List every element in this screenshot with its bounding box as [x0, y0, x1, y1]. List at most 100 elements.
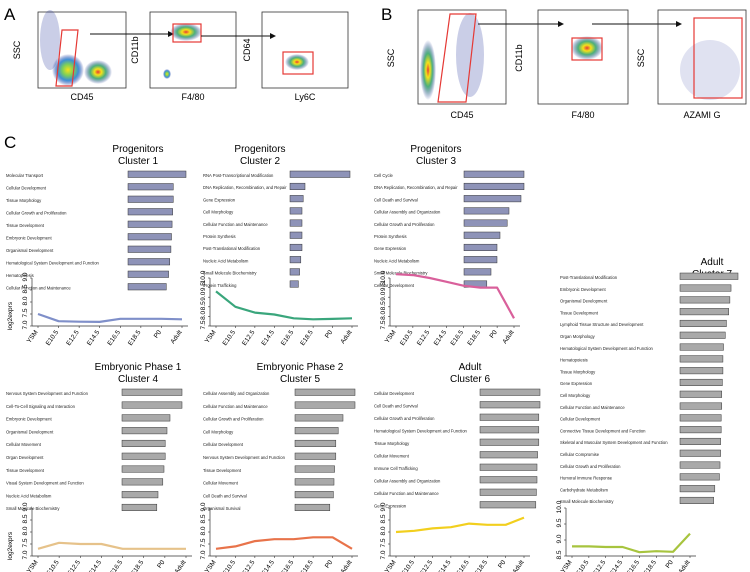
x-tick-label: P0	[488, 329, 499, 340]
bar-category-label: Skeletal and Muscular System Development…	[560, 440, 668, 445]
cluster-title-line2: Cluster 4	[118, 374, 158, 385]
bar	[121, 452, 166, 460]
bar-category-label: Cell Death and Survival	[374, 404, 418, 409]
bar	[121, 491, 159, 499]
x-tick-label: E14.5	[260, 329, 276, 347]
bar-category-label: Gene Expression	[374, 246, 407, 251]
x-tick-label: Adult	[339, 329, 353, 345]
cluster-title-line1: Progenitors	[410, 144, 461, 155]
x-tick-label: P0	[324, 559, 335, 570]
bar	[679, 437, 721, 445]
bar	[679, 402, 723, 410]
bar-category-label: Tissue Morphology	[374, 441, 410, 446]
bar-category-label: Organ Development	[6, 455, 44, 460]
bar-category-label: DNA Replication, Recombination, and Repa…	[203, 185, 287, 190]
flow-plot-a3: Ly6C CD64	[242, 11, 349, 102]
bar	[679, 367, 724, 375]
bar	[679, 296, 731, 304]
bar-category-label: Connective Tissue Development and Functi…	[560, 428, 646, 433]
x-tick-label: Adult	[173, 559, 187, 572]
bar	[463, 268, 492, 276]
bar-category-label: Hematological System Development and Fun…	[374, 429, 468, 434]
bar-category-label: Cellular Function and Maintenance	[560, 405, 625, 410]
bar-category-label: Cellular Growth and Proliferation	[374, 222, 435, 227]
x-tick-label: P0	[664, 559, 675, 570]
bar-category-label: Organismal Development	[6, 429, 54, 434]
y-tick-label: 9.0	[200, 502, 207, 511]
x-axis-label: CD45	[70, 92, 93, 102]
bar	[127, 183, 174, 191]
y-tick-label: 7.5	[200, 538, 207, 547]
y-tick-label: 7.5	[380, 320, 387, 329]
y-axis-label: SSC	[386, 48, 396, 67]
bar-category-label: Cellular Assembly and Organization	[374, 210, 441, 215]
bar-category-label: Small Molecule Biochemistry	[374, 271, 428, 276]
y-axis-label: SSC	[636, 48, 646, 67]
bar	[121, 439, 166, 447]
bar-category-label: Cellular Movement	[374, 454, 410, 459]
x-tick-label: E18.5	[299, 559, 315, 572]
y-tick-label: 10.0	[200, 270, 207, 283]
x-tick-label: E18.5	[474, 559, 490, 572]
bar	[289, 207, 303, 215]
x-tick-label: E18.5	[299, 329, 315, 347]
bar	[679, 378, 723, 386]
y-axis-label: CD11b	[514, 44, 524, 71]
y-tick-label: 9.0	[22, 272, 29, 281]
bar-category-label: Protein Trafficking	[203, 283, 237, 288]
bar	[479, 451, 538, 459]
bar-category-label: Immune Cell Trafficking	[374, 466, 418, 471]
x-tick-label: E14.5	[609, 559, 625, 572]
bar	[463, 207, 510, 215]
bar	[679, 319, 727, 327]
bar-category-label: Embryonic Development	[6, 417, 52, 422]
cluster-title-line2: Cluster 6	[450, 374, 490, 385]
bar	[294, 401, 356, 409]
bar	[289, 243, 303, 251]
bar-category-label: Nucleic Acid Metabolism	[203, 258, 249, 263]
bar	[294, 478, 335, 486]
bar	[121, 503, 158, 511]
bar-category-label: Embryonic Development	[560, 287, 606, 292]
bar	[127, 258, 171, 266]
x-tick-label: Adult	[169, 329, 183, 345]
bar-category-label: Cellular Function and Maintenance	[203, 222, 268, 227]
bar-category-label: Post-Translational Modification	[203, 246, 261, 251]
expression-line	[215, 536, 353, 550]
y-tick-label: 7.5	[200, 320, 207, 329]
bar-category-label: Nucleic Acid Metabolism	[6, 493, 52, 498]
bar	[294, 491, 334, 499]
bar-category-label: Tissue Morphology	[560, 369, 596, 374]
y-tick-label: 8.0	[22, 526, 29, 535]
x-tick-label: E16.5	[626, 559, 642, 572]
x-tick-label: E14.5	[260, 559, 276, 572]
x-tick-label: E12.5	[65, 329, 81, 347]
expression-line	[395, 273, 515, 319]
bar-category-label: Cellular Growth and Proliferation	[203, 417, 264, 422]
bar	[127, 233, 172, 241]
bar	[479, 401, 541, 409]
bar	[121, 427, 168, 435]
bar-category-label: Embryonic Development	[6, 236, 52, 241]
bar-category-label: Cellular Movement	[6, 442, 42, 447]
bar-category-label: Visual System Development and Function	[6, 481, 84, 486]
bar	[679, 308, 729, 316]
y-tick-label: 9.0	[380, 291, 387, 300]
x-tick-label: YSM	[26, 329, 40, 345]
bar-category-label: Protein Synthesis	[374, 234, 407, 239]
bar-category-label: Cellular Development	[203, 442, 244, 447]
bar	[121, 465, 165, 473]
x-tick-label: E12.5	[592, 559, 608, 572]
bar	[463, 195, 522, 203]
cluster-title-line2: Cluster 2	[240, 156, 280, 167]
x-tick-label: E16.5	[280, 329, 296, 347]
bar	[294, 439, 337, 447]
bar	[463, 182, 525, 190]
bar	[289, 231, 303, 239]
bar	[127, 208, 173, 216]
bar-category-label: Hematopoiesis	[560, 358, 588, 363]
x-tick-label: E18.5	[127, 329, 143, 347]
bar-category-label: Cellular Compromise	[560, 452, 600, 457]
